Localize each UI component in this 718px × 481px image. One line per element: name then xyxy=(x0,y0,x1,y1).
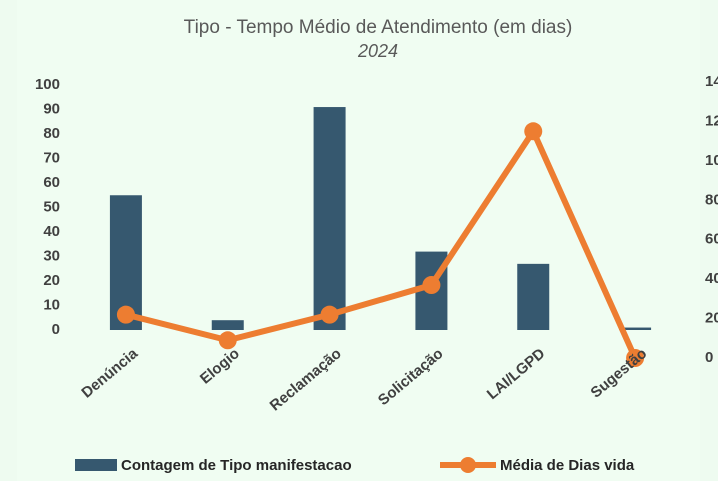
line-point xyxy=(218,331,237,350)
y2-tick-label: 0 xyxy=(705,349,713,366)
y-tick-label: 60 xyxy=(43,174,60,191)
bar xyxy=(619,327,652,330)
legend-swatch xyxy=(460,457,476,473)
line-point xyxy=(320,305,339,324)
y-tick-label: 50 xyxy=(43,198,60,215)
y2-tick-label: 100 xyxy=(705,152,718,169)
y-tick-label: 0 xyxy=(52,321,60,338)
bar xyxy=(211,320,244,330)
y2-tick-label: 80 xyxy=(705,191,718,208)
y-tick-label: 100 xyxy=(35,76,60,93)
y2-tick-label: 140 xyxy=(705,73,718,90)
legend-label: Contagem de Tipo manifestacao xyxy=(121,457,352,474)
y-tick-label: 20 xyxy=(43,272,60,289)
line xyxy=(125,128,638,360)
chart-subtitle: 2024 xyxy=(357,41,398,61)
y2-tick-label: 60 xyxy=(705,231,718,248)
y2-tick-label: 120 xyxy=(705,112,718,129)
y2-tick-label: 40 xyxy=(705,270,718,287)
y-tick-label: 90 xyxy=(43,100,60,117)
y-tick-label: 30 xyxy=(43,247,60,264)
chart-title: Tipo - Tempo Médio de Atendimento (em di… xyxy=(184,17,573,38)
y-tick-label: 10 xyxy=(43,296,60,313)
legend-swatch xyxy=(75,459,117,471)
y-tick-label: 70 xyxy=(43,149,60,166)
line-point xyxy=(422,276,441,295)
y-tick-label: 80 xyxy=(43,125,60,142)
bar xyxy=(313,107,346,330)
line-point xyxy=(524,122,543,141)
line-point xyxy=(626,349,645,367)
bar xyxy=(517,263,550,330)
legend-label: Média de Dias vida xyxy=(500,457,635,474)
y-tick-label: 40 xyxy=(43,223,60,240)
y2-tick-label: 20 xyxy=(705,310,718,327)
line-point xyxy=(116,305,135,324)
